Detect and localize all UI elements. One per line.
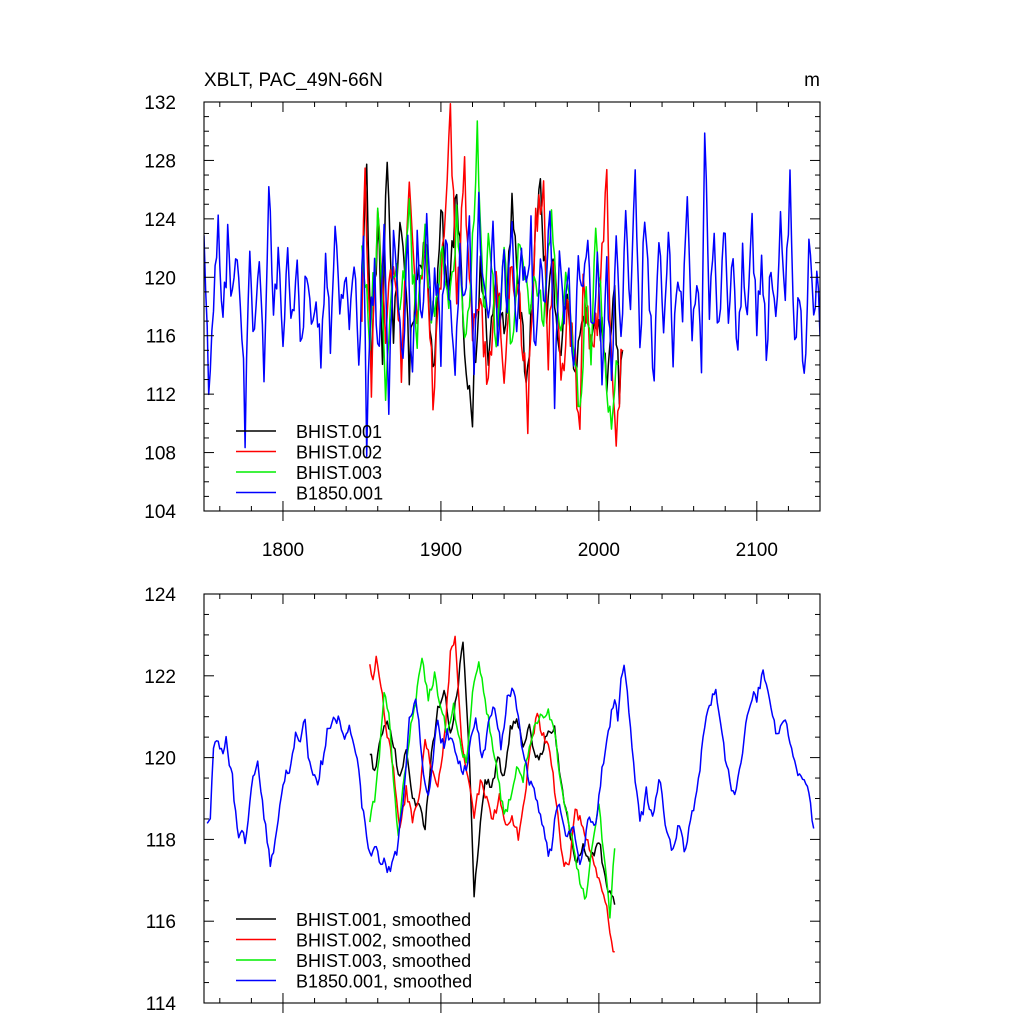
y-tick-label: 124 [144, 210, 176, 231]
y-tick-label: 104 [144, 502, 176, 523]
y-tick-label: 116 [146, 327, 176, 348]
y-tick-label: 108 [144, 444, 176, 465]
x-tick-label: 1800 [262, 540, 304, 561]
chart-title: XBLT, PAC_49N-66N [204, 70, 383, 91]
y-tick-label: 114 [146, 994, 177, 1015]
legend-label: BHIST.002 [296, 443, 382, 463]
y-tick-label: 128 [144, 151, 176, 172]
top-panel: XBLT, PAC_49N-66N m 104 108 112 116 120 124 12… [144, 70, 821, 561]
legend-label: B1850.001 [296, 484, 383, 504]
series-line-bhist-003 [361, 120, 619, 430]
y-tick-label: 112 [146, 385, 176, 406]
x-tick-label: 2100 [736, 540, 778, 561]
y-tick-label: 116 [146, 912, 176, 933]
legend-label: BHIST.003, smoothed [296, 951, 471, 971]
x-tick-label: 2000 [578, 540, 620, 561]
series-line-b1850-001-smoothed [206, 664, 815, 874]
units-label: m [804, 70, 820, 91]
series-line-bhist-002-smoothed [369, 635, 615, 953]
y-tick-label: 132 [144, 93, 176, 114]
legend-label: BHIST.001, smoothed [296, 910, 471, 930]
legend-label: BHIST.001 [296, 422, 382, 442]
x-tick-label: 1900 [420, 540, 462, 561]
y-tick-label: 120 [144, 749, 176, 770]
plot-area [204, 103, 820, 458]
series-line-bhist-001-smoothed [369, 641, 616, 905]
y-tick-label: 118 [146, 830, 176, 851]
legend-label: BHIST.003 [296, 463, 382, 483]
plot-area [206, 635, 815, 953]
series-line-bhist-003-smoothed [369, 657, 616, 919]
y-tick-label: 122 [144, 667, 176, 688]
y-tick-label: 120 [144, 268, 176, 289]
series-line-b1850-001 [204, 132, 820, 458]
legend-label: BHIST.002, smoothed [296, 931, 471, 951]
y-tick-label: 124 [144, 585, 176, 606]
legend-label: B1850.001, smoothed [296, 972, 472, 992]
